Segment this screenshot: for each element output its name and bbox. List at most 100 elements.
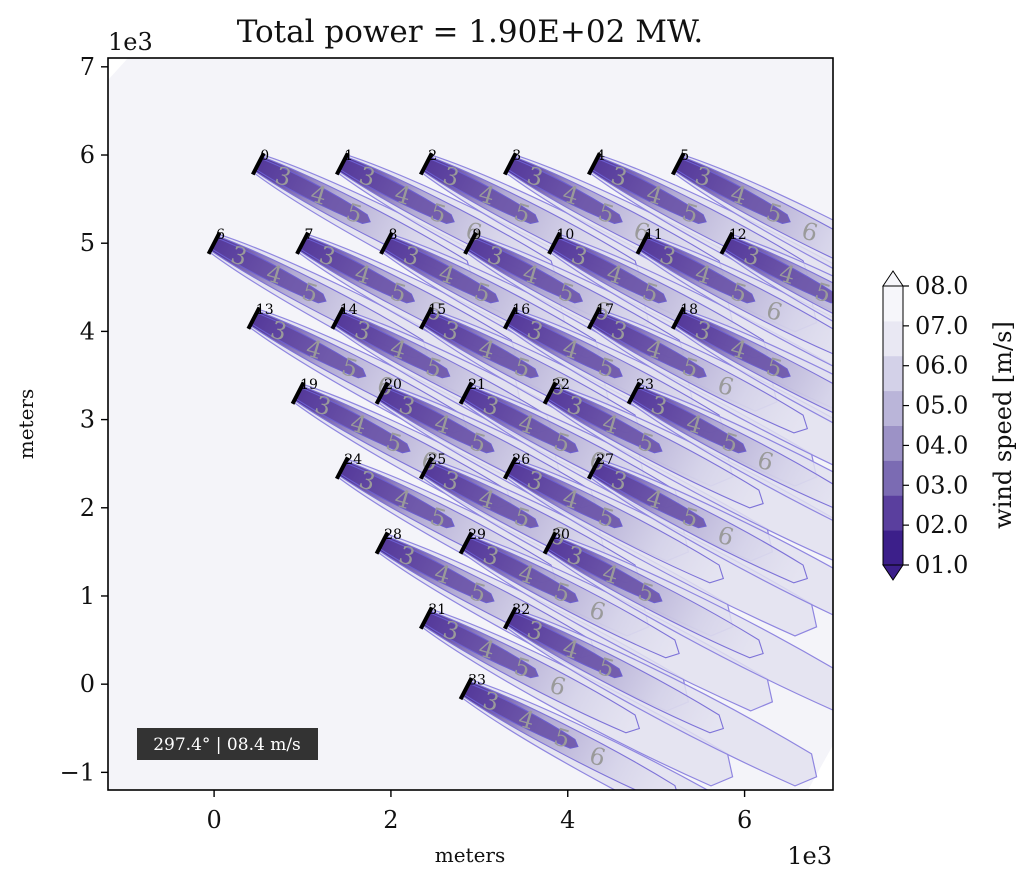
colorbar-segment <box>883 286 903 322</box>
wake-contour-label: 3 <box>692 161 715 192</box>
colorbar-min-extend <box>882 564 904 581</box>
wake-contour-label: 5 <box>679 352 702 383</box>
wake-contour-label: 5 <box>595 198 618 229</box>
wake-core-contour <box>422 312 539 379</box>
wake-contour-label: 5 <box>387 277 410 308</box>
wake-contour-label: 4 <box>643 180 666 211</box>
wake-core-contour <box>723 237 833 304</box>
x-tick-label: 0 <box>206 806 221 834</box>
turbine-rotor <box>251 152 266 176</box>
wake-contour-label: 4 <box>431 409 454 440</box>
colorbar-ticks: 01.0 02.0 03.0 04.0 05.0 06.0 07.0 08.0 <box>903 272 968 579</box>
wake-contour-label: 6 <box>586 596 609 627</box>
wake-contour-label: 4 <box>559 180 582 211</box>
wake-contour-label: 6 <box>763 296 786 327</box>
turbine-wake <box>460 678 774 790</box>
wake-contour-label: 6 <box>798 216 821 247</box>
wake-contour-label: 3 <box>692 315 715 346</box>
wake-contour-label: 4 <box>683 409 706 440</box>
turbine-wake <box>721 233 833 412</box>
turbine-rotor <box>458 677 474 701</box>
wake-contour-label: 4 <box>475 484 498 515</box>
turbine-wake <box>628 383 833 562</box>
wake-contour-label: 3 <box>356 465 379 496</box>
wake-contour-label: 5 <box>427 198 450 229</box>
wake-contour-label: 5 <box>299 277 322 308</box>
y-tick-label: 2 <box>80 494 95 522</box>
turbine-id-label: 19 <box>300 377 318 393</box>
wake-contour-label: 5 <box>811 277 834 308</box>
turbine-rotor <box>542 381 558 405</box>
x-tick-label: 4 <box>560 806 575 834</box>
wake-contour-label: 3 <box>480 540 503 571</box>
wake-contour-label: 5 <box>635 427 658 458</box>
wake-core-contour <box>299 237 416 304</box>
turbine-id-label: 26 <box>512 452 530 468</box>
turbine-rotor <box>463 231 478 255</box>
wake-core-contour <box>630 387 747 454</box>
wake-contour-label: 3 <box>267 315 290 346</box>
wake-contour-label: 3 <box>356 161 379 192</box>
wake-core-contour <box>250 312 367 379</box>
wake-contour-label: 4 <box>391 180 414 211</box>
wake-contour-label: 3 <box>272 161 295 192</box>
wake-contour-label: 6 <box>591 296 614 327</box>
wake-contour-label: 3 <box>440 615 463 646</box>
wake-core-contour <box>422 462 539 529</box>
turbine-id-label: 5 <box>680 148 689 164</box>
wake-contour-label: 4 <box>776 259 799 290</box>
plot-area: 3453456345345634534563453456345345634534… <box>60 53 834 834</box>
wake-contour-label: 6 <box>754 446 777 477</box>
turbine-rotor <box>547 231 562 255</box>
turbine-rotor <box>418 456 434 480</box>
wake-contour-label: 4 <box>515 559 538 590</box>
wake-core-contour <box>254 157 371 225</box>
x-tick-label: 6 <box>737 806 752 834</box>
y-tick-label: 5 <box>80 229 95 257</box>
wake-contour-label: 5 <box>511 502 534 533</box>
turbine-id-label: 27 <box>596 452 614 468</box>
turbine-rotor <box>502 152 518 176</box>
wake-contour-label: 6 <box>546 521 569 552</box>
y-tick-label: 0 <box>80 670 95 698</box>
turbine-rotor <box>206 231 222 255</box>
turbine-id-label: 17 <box>596 302 614 318</box>
wake-contour-label: 4 <box>475 180 498 211</box>
wake-contour-label: 6 <box>546 371 569 402</box>
wake-contour-label: 4 <box>559 484 582 515</box>
wake-core-contour <box>462 387 579 454</box>
turbine-rotor <box>586 456 602 480</box>
wake-core-contour <box>590 157 707 225</box>
turbine-wake <box>672 308 833 487</box>
wake-core-contour <box>422 612 539 679</box>
wind-info-badge: 297.4° | 08.4 m/s <box>137 728 318 760</box>
wake-contour-label: 5 <box>551 577 574 608</box>
colorbar-segment <box>883 320 903 357</box>
turbine-id-label: 15 <box>428 302 446 318</box>
turbine-wake <box>460 533 774 712</box>
y-tick-label: 4 <box>80 317 95 345</box>
wake-contour-label: 4 <box>520 259 543 290</box>
turbine-rotor <box>502 456 518 480</box>
x-offset-label: 1e3 <box>787 842 832 870</box>
turbine-rotor <box>330 306 346 330</box>
turbine-rotor <box>418 306 434 330</box>
wake-core-contour <box>590 462 707 529</box>
turbine-rotor <box>290 381 306 405</box>
wake-core-contour <box>334 312 451 379</box>
turbine-id-label: 23 <box>636 377 654 393</box>
turbine-id-label: 6 <box>216 227 225 243</box>
wake-contour-label: 6 <box>586 741 609 772</box>
wake-contour-label: 4 <box>475 634 498 665</box>
turbine-rotor <box>246 306 262 330</box>
wake-contour-label: 3 <box>316 241 339 272</box>
wake-contour-label: 3 <box>484 241 507 272</box>
turbine-wake <box>672 154 833 333</box>
wake-contour-label: 4 <box>599 559 622 590</box>
turbine-id-label: 7 <box>305 227 314 243</box>
wake-contour-label: 4 <box>727 180 750 211</box>
turbine-wake <box>420 608 734 787</box>
turbine-rotor <box>670 306 686 330</box>
wake-contour-label: 3 <box>480 686 503 717</box>
wind-info-text: 297.4° | 08.4 m/s <box>153 735 301 755</box>
